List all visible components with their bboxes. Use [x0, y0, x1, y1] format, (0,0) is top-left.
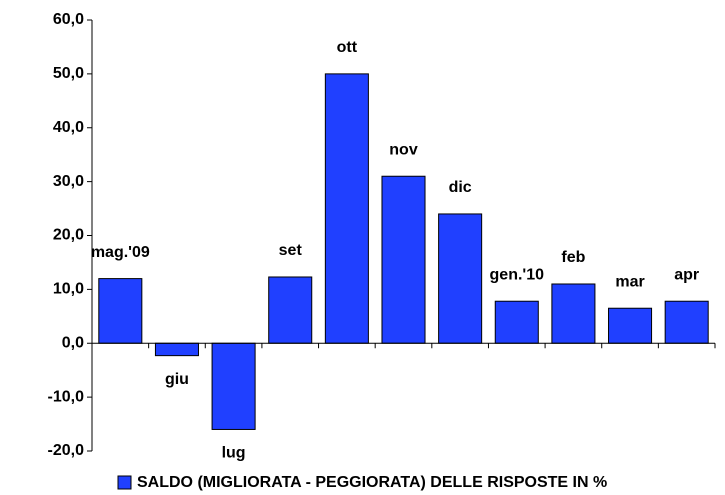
category-label: feb: [561, 249, 585, 266]
category-label: mag.'09: [91, 244, 150, 261]
y-tick-label: -20,0: [48, 442, 85, 459]
bar: [494, 300, 539, 344]
y-tick-label: 40,0: [53, 119, 84, 136]
category-label: set: [279, 242, 303, 259]
category-label: ott: [337, 39, 358, 56]
category-label: lug: [222, 445, 246, 462]
bar: [154, 342, 199, 357]
bar: [211, 342, 256, 430]
category-label: apr: [674, 266, 699, 283]
category-label: giu: [165, 371, 189, 388]
y-tick-label: 50,0: [53, 65, 84, 82]
legend-swatch: [117, 475, 132, 490]
bar: [324, 73, 369, 344]
bar: [98, 278, 143, 344]
bar: [664, 300, 709, 344]
category-label: mar: [615, 273, 644, 290]
category-label: gen.'10: [490, 266, 545, 283]
category-label: nov: [389, 141, 418, 158]
y-tick-label: 60,0: [53, 11, 84, 28]
y-tick-label: 20,0: [53, 227, 84, 244]
y-tick-label: -10,0: [48, 388, 85, 405]
bar: [438, 213, 483, 344]
y-tick-label: 10,0: [53, 281, 84, 298]
category-label: dic: [449, 179, 472, 196]
bar: [551, 283, 596, 344]
y-tick-label: 0,0: [62, 334, 84, 351]
legend-text: SALDO (MIGLIORATA - PEGGIORATA) DELLE RI…: [137, 474, 607, 491]
bar: [268, 276, 313, 344]
bar: [608, 307, 653, 344]
bar: [381, 175, 426, 344]
y-tick-label: 30,0: [53, 173, 84, 190]
